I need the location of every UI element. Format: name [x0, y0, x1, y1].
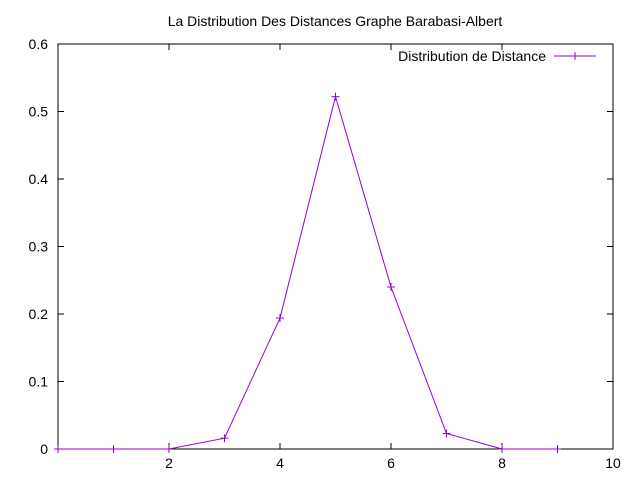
- data-point-marker: [220, 434, 229, 443]
- axis-tick-labels: 2 4 6 8 10 0 0.1 0.2 0.3 0.4 0.5 0.6: [29, 36, 621, 471]
- y-tick-label: 0.3: [29, 239, 49, 255]
- y-tick-label: 0.4: [29, 171, 49, 187]
- x-tick-label: 2: [165, 455, 173, 471]
- legend-marker: [571, 52, 579, 60]
- data-point-marker: [331, 92, 340, 101]
- data-point-marker: [165, 445, 173, 453]
- x-tick-label: 10: [605, 455, 621, 471]
- y-tick-label: 0.5: [29, 104, 49, 120]
- series-group: [54, 92, 562, 453]
- data-point-marker: [442, 429, 451, 438]
- data-point-marker: [553, 445, 562, 453]
- y-tick-label: 0.1: [29, 374, 49, 390]
- y-tick-label: 0.6: [29, 36, 49, 52]
- y-tick-label: 0: [40, 441, 48, 457]
- x-tick-label: 6: [387, 455, 395, 471]
- plot-border: [57, 43, 614, 450]
- legend: Distribution de Distance: [398, 48, 596, 64]
- axis-ticks: [58, 43, 614, 450]
- legend-label: Distribution de Distance: [398, 48, 546, 64]
- x-tick-label: 8: [498, 455, 506, 471]
- chart-title: La Distribution Des Distances Graphe Bar…: [168, 13, 503, 29]
- data-point-marker: [276, 314, 284, 323]
- plot-frame: [57, 43, 614, 450]
- data-point-marker: [387, 283, 395, 291]
- x-tick-label: 4: [276, 455, 284, 471]
- data-point-marker: [54, 445, 62, 453]
- data-point-marker: [109, 445, 118, 453]
- series-line: [58, 94, 558, 450]
- y-tick-label: 0.2: [29, 306, 49, 322]
- data-point-marker: [498, 445, 506, 453]
